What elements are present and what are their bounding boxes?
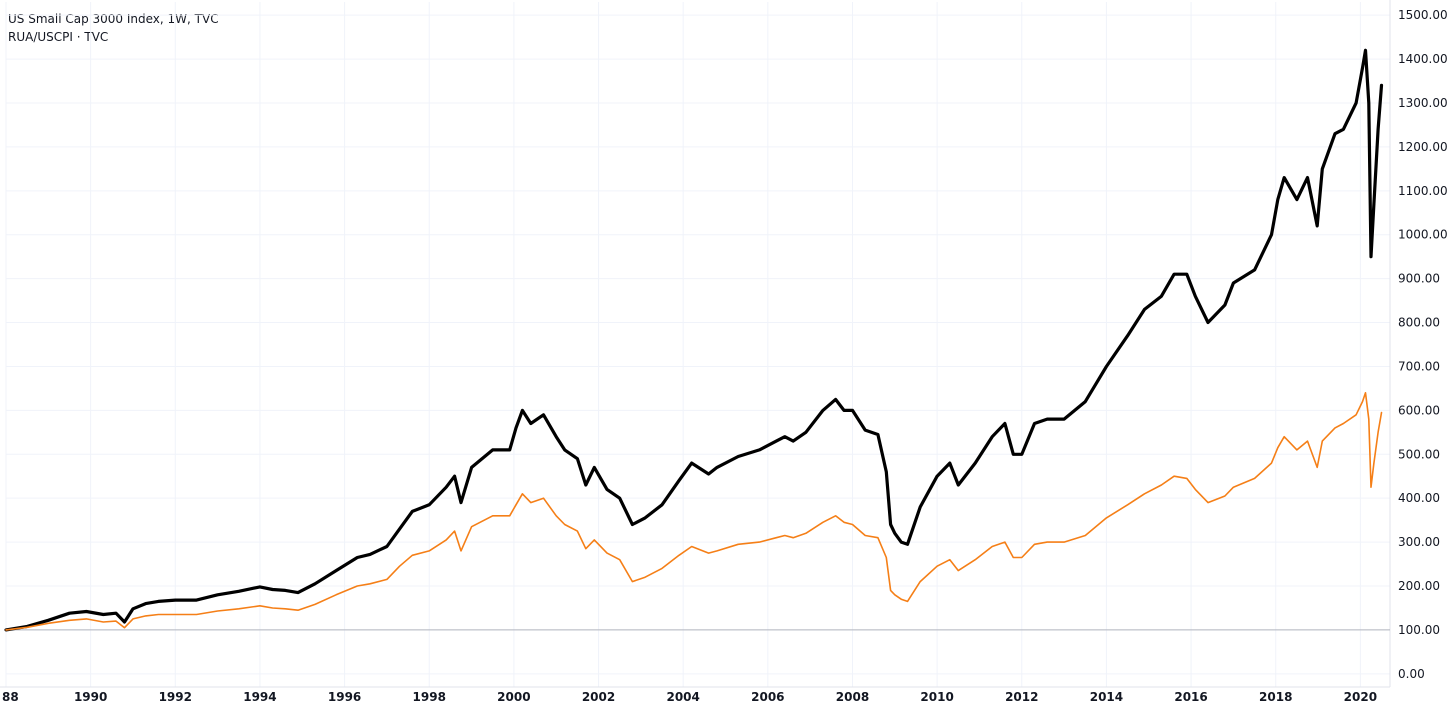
y-tick-label: 500.00	[1398, 447, 1440, 461]
x-tick-label: 2004	[666, 690, 699, 704]
y-tick-label: 200.00	[1398, 579, 1440, 593]
x-tick-label: 2006	[751, 690, 784, 704]
y-tick-label: 100.00	[1398, 623, 1440, 637]
y-tick-label: 1200.00	[1398, 140, 1448, 154]
y-tick-label: 900.00	[1398, 272, 1440, 286]
x-tick-label: 2014	[1090, 690, 1123, 704]
y-axis-labels: 1500.00 1400.00 1300.00 1200.00 1100.00 1000.…	[1398, 8, 1448, 681]
y-tick-label: 600.00	[1398, 403, 1440, 417]
y-tick-label: 1300.00	[1398, 96, 1448, 110]
x-tick-label: 1998	[413, 690, 446, 704]
x-tick-label: 2018	[1259, 690, 1292, 704]
y-tick-label: 300.00	[1398, 535, 1440, 549]
x-tick-label: 1992	[159, 690, 192, 704]
x-tick-label: 2000	[497, 690, 530, 704]
series-line-ratio	[5, 391, 1383, 631]
y-tick-label: 400.00	[1398, 491, 1440, 505]
x-tick-label: 2016	[1174, 690, 1207, 704]
y-tick-label: 1500.00	[1398, 8, 1448, 22]
y-tick-label: 1400.00	[1398, 52, 1448, 66]
x-axis-labels: 88 1990 1992 1994 1996 1998 2000 2002 2004 2006 20…	[2, 690, 1377, 704]
x-tick-label: 2008	[836, 690, 869, 704]
x-tick-label: 2020	[1344, 690, 1377, 704]
x-tick-label: 2010	[920, 690, 953, 704]
x-tick-label: 1994	[243, 690, 276, 704]
series-line-rua	[4, 48, 1384, 632]
x-tick-label: 2012	[1005, 690, 1038, 704]
y-tick-label: 0.00	[1398, 667, 1425, 681]
legend-line-ratio: RUA/USCPI · TVC	[8, 30, 109, 44]
y-tick-label: 800.00	[1398, 316, 1440, 330]
y-tick-label: 1000.00	[1398, 228, 1448, 242]
x-tick-label: 1990	[74, 690, 107, 704]
y-tick-label: 700.00	[1398, 359, 1440, 373]
y-tick-label: 1100.00	[1398, 184, 1448, 198]
x-tick-label: 88	[2, 690, 19, 704]
grid-lines	[5, 2, 1390, 687]
x-tick-label: 2002	[582, 690, 615, 704]
x-tick-label: 1996	[328, 690, 361, 704]
